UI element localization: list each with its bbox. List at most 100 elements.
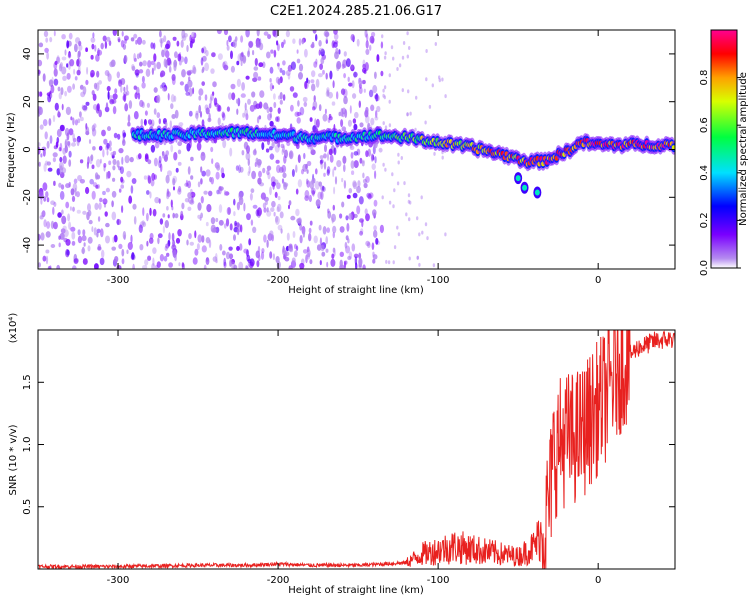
noise-speckle: [127, 121, 131, 127]
noise-speckle: [91, 164, 95, 170]
noise-speckle: [384, 167, 387, 172]
noise-speckle: [247, 98, 251, 105]
noise-speckle: [201, 170, 206, 177]
noise-speckle: [45, 231, 51, 238]
noise-speckle: [262, 61, 266, 69]
noise-speckle: [229, 223, 233, 231]
noise-speckle: [405, 212, 408, 217]
noise-speckle: [105, 222, 110, 228]
noise-speckle: [94, 202, 99, 210]
noise-speckle: [66, 132, 70, 141]
snr-frame: [37, 329, 676, 570]
colorbar-tick-label: 0.4: [699, 165, 710, 181]
noise-speckle: [44, 47, 49, 53]
noise-speckle: [313, 235, 318, 244]
noise-speckle: [114, 88, 118, 94]
noise-speckle: [71, 231, 76, 240]
noise-speckle: [343, 164, 346, 173]
noise-speckle: [174, 109, 179, 119]
noise-speckle: [102, 149, 105, 158]
noise-speckle: [134, 69, 140, 76]
noise-speckle: [129, 156, 134, 163]
noise-speckle: [438, 75, 441, 80]
noise-speckle: [368, 89, 374, 98]
noise-speckle: [165, 174, 170, 184]
noise-speckle: [426, 236, 429, 241]
noise-speckle: [240, 93, 246, 98]
noise-speckle: [272, 85, 275, 90]
noise-speckle: [269, 120, 274, 127]
noise-speckle: [147, 159, 152, 165]
noise-speckle: [91, 226, 94, 233]
noise-speckle: [236, 201, 240, 211]
ridge-core: [522, 184, 528, 191]
noise-speckle: [87, 245, 91, 252]
noise-speckle: [388, 99, 391, 104]
noise-speckle: [352, 181, 358, 190]
noise-speckle: [142, 39, 146, 45]
noise-speckle: [382, 93, 385, 98]
noise-speckle: [66, 40, 70, 49]
noise-speckle: [401, 88, 404, 93]
noise-speckle: [145, 68, 151, 78]
noise-speckle: [88, 219, 93, 225]
noise-speckle: [105, 102, 109, 111]
noise-speckle: [42, 148, 46, 157]
noise-speckle: [48, 79, 53, 85]
noise-speckle: [165, 121, 168, 128]
noise-speckle: [47, 266, 52, 269]
noise-speckle: [277, 203, 282, 212]
noise-speckle: [47, 167, 53, 172]
noise-speckle: [333, 166, 337, 171]
noise-speckle: [46, 140, 50, 149]
noise-speckle: [93, 82, 98, 90]
noise-speckle: [297, 100, 300, 107]
ridge-core: [534, 189, 540, 196]
noise-speckle: [365, 150, 369, 158]
noise-speckle: [126, 84, 129, 92]
noise-speckle: [93, 227, 97, 236]
noise-speckle: [222, 250, 226, 256]
noise-speckle: [333, 33, 339, 40]
noise-speckle: [318, 40, 322, 47]
spectrogram-x-tick-label: 0: [595, 275, 601, 286]
noise-speckle: [112, 106, 117, 115]
noise-speckle: [277, 78, 281, 85]
noise-speckle: [271, 141, 275, 149]
noise-speckle: [343, 180, 347, 189]
noise-speckle: [319, 237, 322, 246]
noise-speckle: [139, 244, 144, 251]
noise-speckle: [71, 240, 76, 246]
noise-speckle: [120, 85, 123, 93]
noise-speckle: [345, 215, 349, 221]
noise-speckle: [197, 234, 203, 243]
noise-speckle: [198, 104, 202, 114]
noise-speckle: [372, 251, 375, 257]
noise-speckle: [266, 51, 271, 59]
noise-speckle: [61, 103, 64, 111]
noise-speckle: [228, 92, 233, 100]
noise-speckle: [122, 95, 125, 101]
noise-speckle: [198, 88, 204, 96]
noise-speckle: [60, 87, 64, 96]
noise-speckle: [218, 186, 224, 191]
noise-speckle: [82, 106, 88, 112]
noise-speckle: [242, 55, 247, 64]
noise-speckle: [247, 258, 252, 264]
noise-speckle: [140, 118, 144, 126]
noise-speckle: [277, 196, 281, 201]
noise-speckle: [131, 252, 135, 260]
noise-speckle: [253, 66, 259, 71]
noise-speckle: [320, 191, 324, 200]
noise-speckle: [299, 262, 305, 269]
noise-speckle: [310, 187, 316, 195]
noise-speckle: [236, 228, 240, 236]
noise-speckle: [50, 93, 53, 99]
noise-speckle: [68, 128, 74, 136]
noise-speckle: [224, 190, 226, 196]
noise-speckle: [210, 68, 215, 74]
noise-speckle: [362, 178, 367, 184]
noise-speckle: [317, 73, 323, 78]
noise-speckle: [407, 89, 410, 94]
